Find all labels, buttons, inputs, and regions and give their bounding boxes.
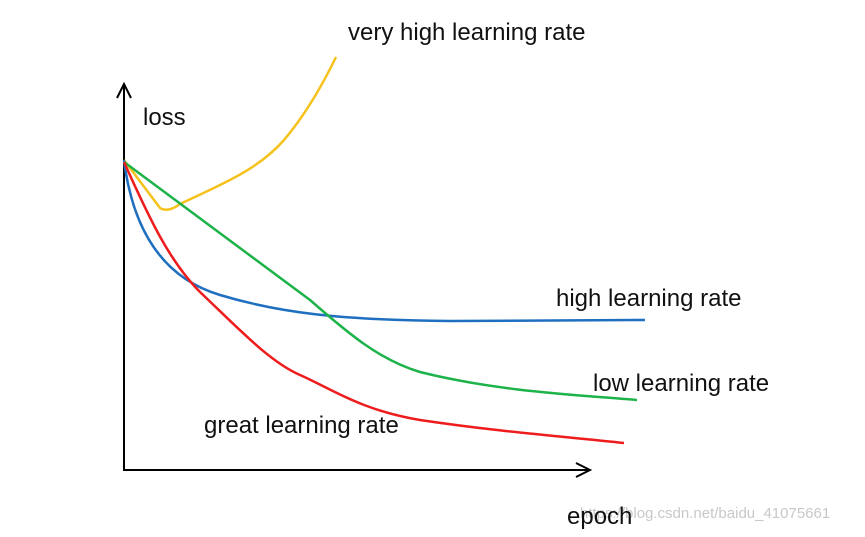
y-arrow (116, 81, 132, 99)
y-axis-label: loss (143, 104, 186, 131)
curve-label: great learning rate (204, 412, 399, 439)
watermark: https://blog.csdn.net/baidu_41075661 (580, 505, 830, 522)
x-axis-label: epoch (567, 503, 632, 530)
curve-high (122, 159, 646, 323)
curve-low (123, 160, 638, 402)
curve-label: high learning rate (556, 285, 741, 312)
x-arrow (575, 462, 593, 478)
curve-great (122, 161, 625, 445)
curve-label: low learning rate (593, 370, 769, 397)
curve-label: very high learning rate (348, 19, 585, 46)
curve-very-high (123, 56, 338, 212)
